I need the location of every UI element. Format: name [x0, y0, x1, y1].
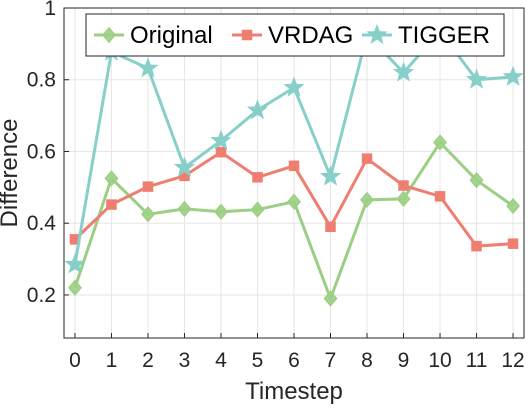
data-point-tigger	[465, 68, 488, 89]
data-point-tigger	[246, 99, 269, 120]
data-point-vrdag	[106, 199, 117, 210]
x-tick-label: 5	[252, 349, 264, 372]
legend-box	[85, 13, 505, 57]
x-tick-label: 7	[325, 349, 337, 372]
x-tick-label: 6	[288, 349, 300, 372]
x-tick-label: 9	[398, 349, 410, 372]
data-point-original	[287, 193, 301, 210]
data-point-vrdag	[361, 153, 373, 164]
data-point-original	[177, 200, 192, 218]
y-tick-label: 0.6	[27, 140, 56, 163]
data-point-original	[323, 290, 338, 307]
legend-item-vrdag: VRDAG	[232, 22, 353, 49]
legend-marker	[241, 29, 253, 41]
data-point-original	[469, 172, 484, 189]
legend-marker	[102, 26, 116, 44]
data-point-original	[506, 197, 521, 215]
data-point-tigger	[283, 76, 305, 97]
legend-item-tigger: TIGGER	[362, 22, 490, 49]
data-point-vrdag	[142, 181, 154, 192]
y-tick-label: 0.4	[27, 212, 57, 235]
data-point-tigger	[173, 156, 196, 177]
series-vrdag	[69, 146, 519, 252]
x-tick-label: 8	[361, 349, 373, 372]
axis-ticks: 0 1 2 3 4 5 6 7 8 9 10 11 120.20.40.60.81	[27, 0, 525, 372]
grid-lines	[64, 7, 524, 338]
data-point-original	[433, 134, 448, 151]
x-tick-label: 4	[215, 349, 227, 372]
data-point-original	[104, 170, 119, 187]
data-point-original	[140, 206, 155, 223]
y-axis-label: Difference	[0, 119, 23, 228]
legend-label: TIGGER	[398, 22, 490, 49]
data-point-original	[360, 191, 375, 209]
data-point-vrdag	[507, 238, 519, 249]
legend-item-original: Original	[94, 22, 213, 49]
y-tick-label: 0.2	[27, 284, 56, 307]
data-point-tigger	[64, 253, 86, 274]
x-tick-label: 0	[69, 349, 81, 372]
data-point-original	[67, 279, 82, 296]
data-point-tigger	[137, 57, 159, 78]
data-point-original	[213, 203, 228, 220]
y-tick-label: 0.8	[27, 69, 56, 92]
x-axis-label: Timestep	[245, 378, 343, 405]
data-point-vrdag	[252, 172, 263, 183]
data-point-vrdag	[325, 221, 336, 233]
x-tick-label: 12	[501, 349, 524, 372]
data-point-vrdag	[471, 240, 482, 252]
x-tick-label: 10	[428, 349, 451, 372]
x-tick-label: 11	[466, 349, 488, 372]
data-point-vrdag	[215, 146, 227, 158]
data-point-tigger	[319, 165, 342, 186]
data-point-original	[250, 201, 265, 218]
x-tick-label: 1	[106, 349, 118, 372]
legend-label: Original	[130, 22, 213, 49]
data-point-original	[396, 190, 411, 207]
data-point-tigger	[502, 65, 524, 86]
data-point-vrdag	[434, 191, 446, 202]
data-point-vrdag	[398, 180, 409, 191]
legend-marker	[366, 23, 388, 45]
series-original	[67, 134, 521, 307]
y-tick-label: 1	[44, 0, 56, 20]
data-point-vrdag	[288, 160, 300, 172]
data-point-tigger	[210, 129, 232, 150]
legend-label: VRDAG	[268, 22, 353, 49]
legend: Original VRDAG TIGGER	[85, 13, 505, 57]
x-tick-label: 2	[142, 349, 154, 372]
data-point-tigger	[392, 61, 415, 82]
x-tick-label: 3	[179, 349, 191, 372]
